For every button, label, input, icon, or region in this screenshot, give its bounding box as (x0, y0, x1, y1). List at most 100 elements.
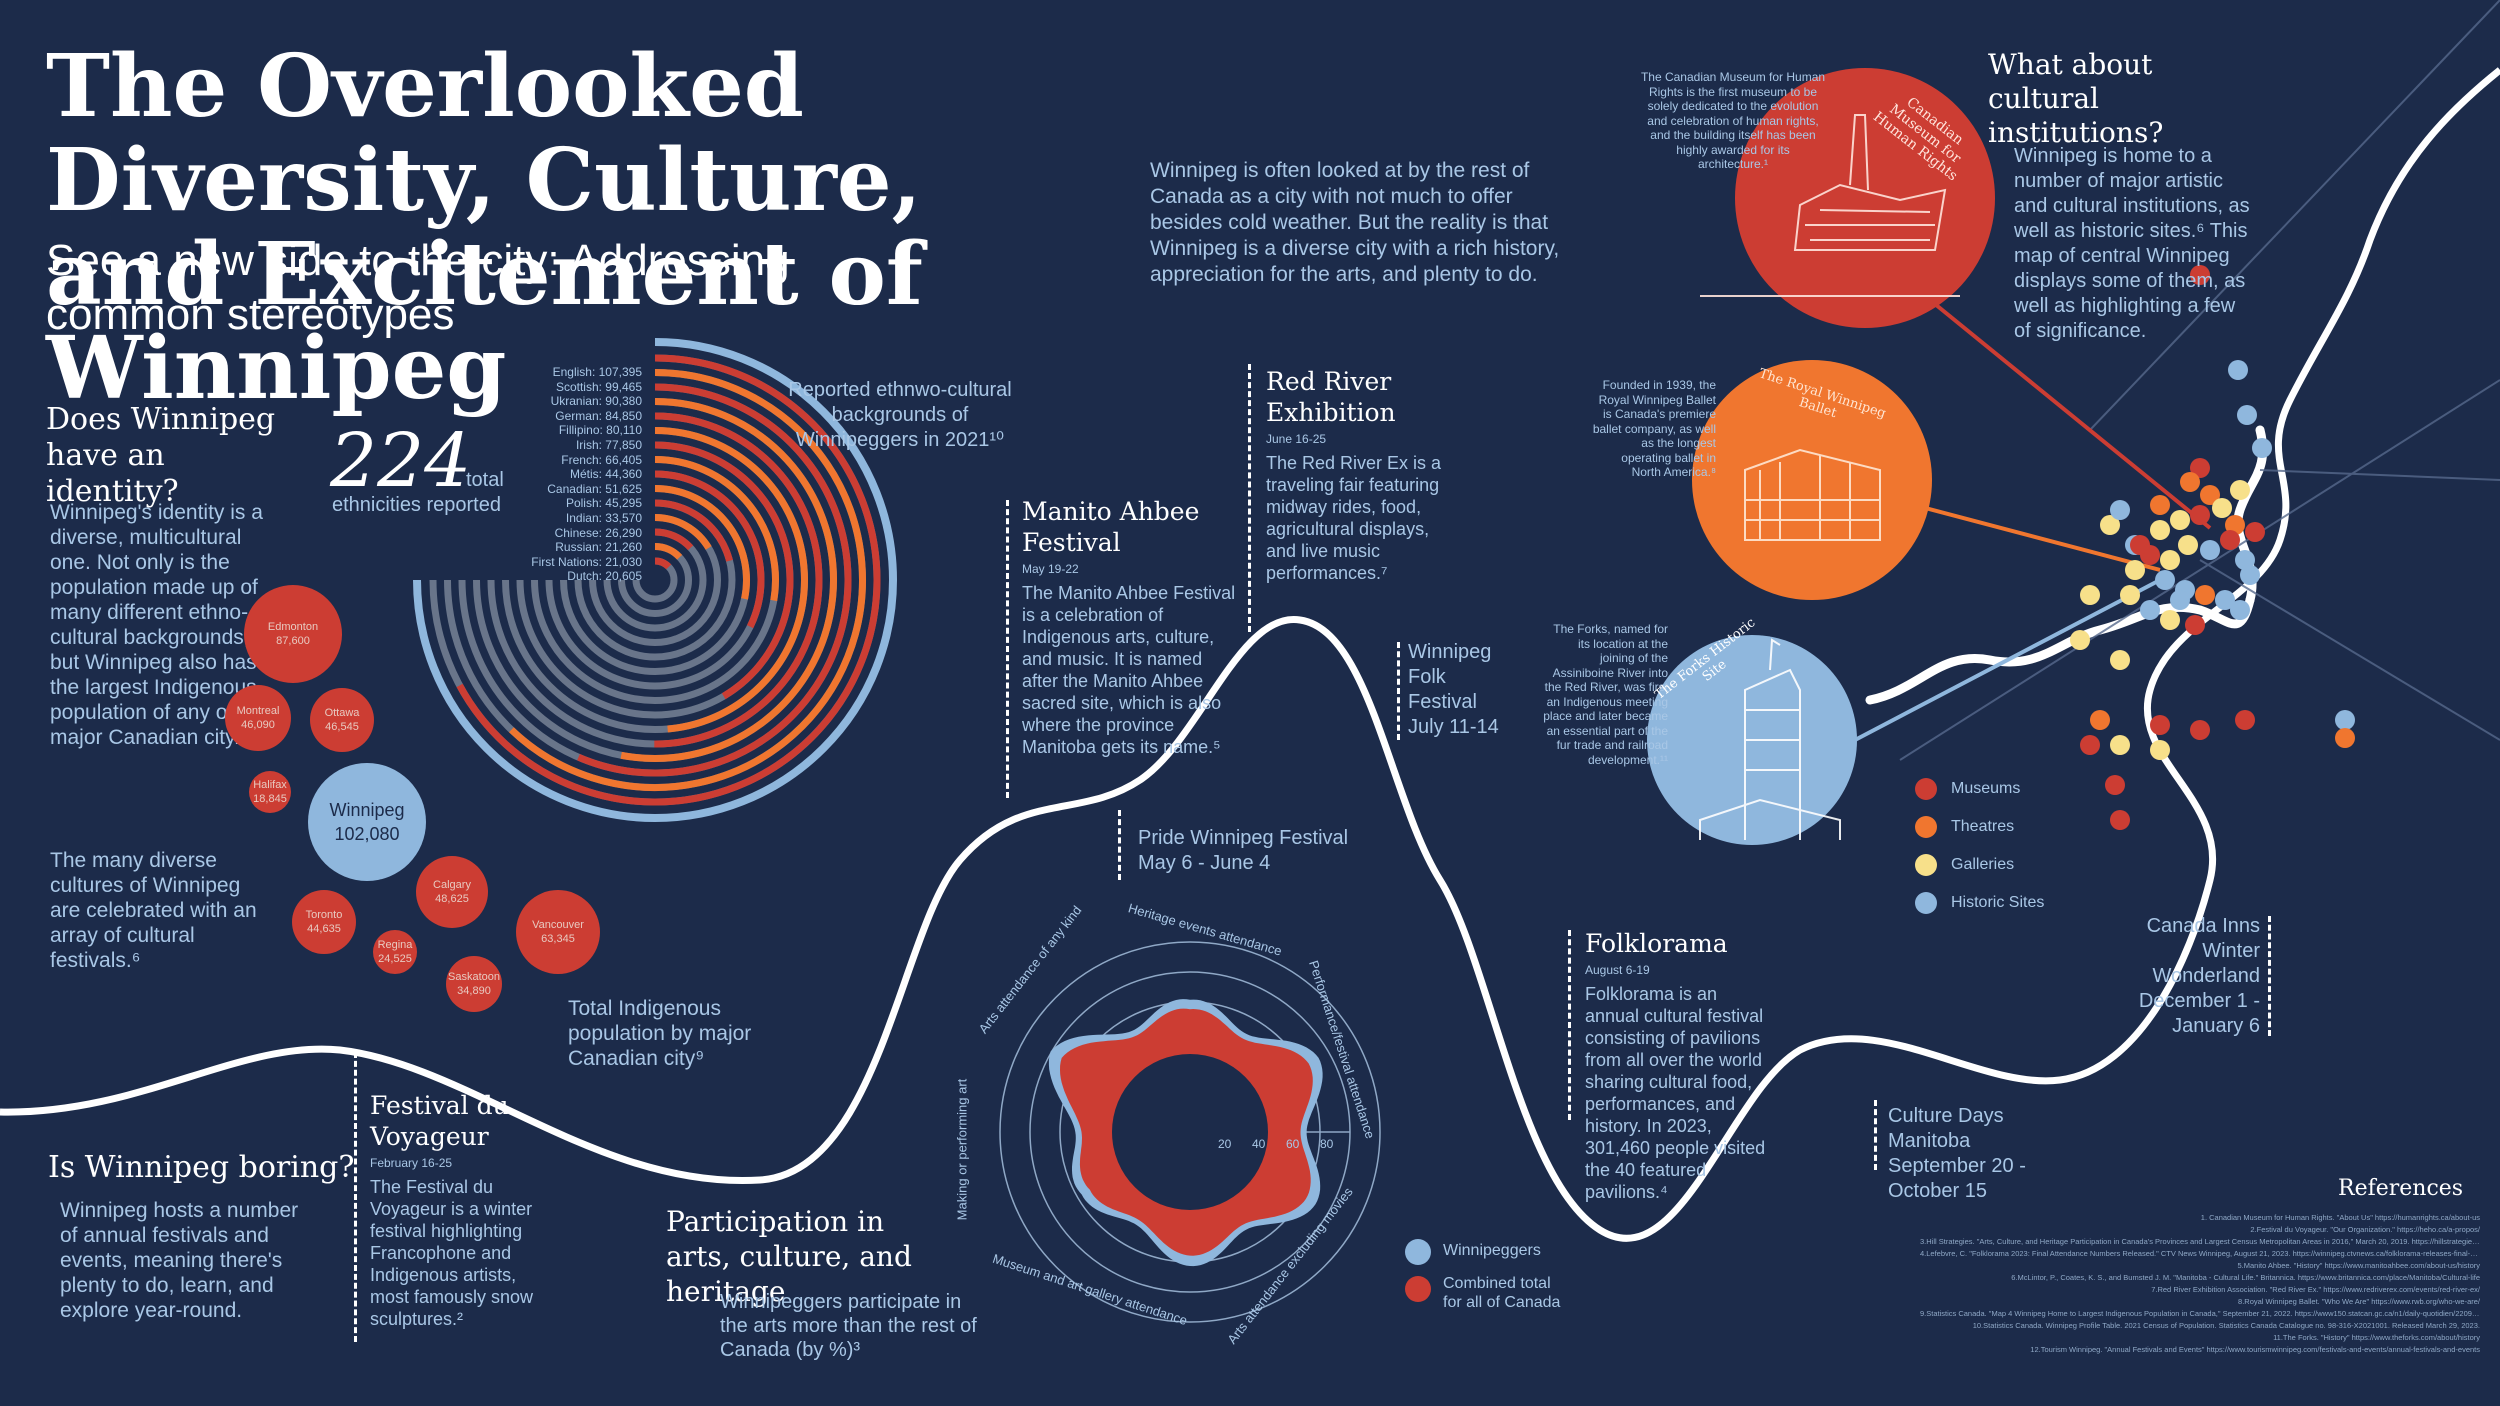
map-dot (2170, 590, 2190, 610)
bubble-city: Toronto (305, 909, 343, 921)
bubble-city: Montreal (236, 705, 280, 717)
ethno-label: First Nations: 21,030 (531, 554, 642, 569)
map-dot (2230, 480, 2250, 500)
ethno-bar (654, 412, 823, 748)
ballet-connector (1894, 498, 2161, 572)
bubble-halifax: Halifax 18,845 (249, 771, 291, 813)
map-dot (2120, 585, 2140, 605)
ballet-description: Founded in 1939, the Royal Winnipeg Ball… (1592, 378, 1716, 479)
ethno-bar (654, 543, 683, 560)
map-dot (2080, 735, 2100, 755)
bubble-regina: Regina 24,525 (373, 930, 417, 974)
event-voyageur: Festival du Voyageur February 16-25 The … (370, 1090, 560, 1330)
ethno-label: Indian: 33,570 (565, 510, 642, 525)
institutions-body: Winnipeg is home to a number of major ar… (2014, 145, 2250, 342)
radar-chart: 20 40 60 80 (999, 941, 1381, 1323)
legend-theatres: Theatres (1915, 816, 2014, 838)
event-manito-body: The Manito Ahbee Festival is a celebrati… (1022, 583, 1236, 757)
bubble-city: Ottawa (324, 707, 360, 719)
ethno-label: Fillipino: 80,110 (558, 423, 642, 438)
reference-item: 1. Canadian Museum for Human Rights. "Ab… (2200, 1213, 2480, 1222)
bubble-city: Saskatoon (448, 971, 500, 983)
bubble-value: 63,345 (541, 933, 575, 945)
map-dot (2125, 560, 2145, 580)
reference-item: 3.Hill Strategies. "Arts, Culture, and H… (1920, 1237, 2480, 1246)
event-redriver-date: June 16-25 (1266, 432, 1327, 446)
ethno-bar (654, 514, 712, 550)
map-dot (2080, 585, 2100, 605)
identity-body: Winnipeg's identity is a diverse, multic… (50, 501, 264, 749)
map-dot (2160, 610, 2180, 630)
boring-body: Winnipeg hosts a number of annual festiv… (60, 1199, 299, 1322)
event-canadainns-date: December 1 - January 6 (2138, 990, 2260, 1037)
bubble-saskatoon: Saskatoon 34,890 (446, 956, 502, 1012)
ethnicities-total-label: total (466, 469, 504, 491)
identity-heading: Does Winnipeg have an identity? (46, 402, 276, 509)
bubble-city: Halifax (253, 779, 287, 791)
theatres-dot (1915, 816, 1937, 838)
map-dot (2130, 535, 2150, 555)
map-dot (2110, 650, 2130, 670)
map-dot (2195, 585, 2215, 605)
bubble-value: 46,545 (325, 721, 359, 733)
map-dot (2070, 630, 2090, 650)
map-dot (2150, 495, 2170, 515)
legend-historic: Historic Sites (1915, 892, 2044, 914)
map-dot (2220, 530, 2240, 550)
event-folklorama-date: August 6-19 (1585, 963, 1650, 977)
bubble-edmonton: Edmonton 87,600 (244, 585, 342, 683)
event-manito: Manito Ahbee Festival May 19-22 The Mani… (1022, 496, 1237, 758)
ethno-outer-ring (413, 338, 897, 822)
legend-galleries-label: Galleries (1951, 856, 2015, 874)
event-voyageur-body: The Festival du Voyageur is a winter fes… (370, 1177, 534, 1329)
map-dot (2150, 740, 2170, 760)
reference-item: 6.McLintor, P., Coates, K. S., and Bumst… (2011, 1273, 2480, 1282)
page-subtitle: See a new side to the city: Addressing c… (46, 236, 790, 339)
map-dot (2190, 720, 2210, 740)
ethno-bar (654, 470, 765, 629)
museum-circle (1735, 68, 1995, 328)
reference-item: 2.Festival du Voyageur. "Our Organizatio… (2250, 1225, 2480, 1234)
bubble-montreal: Montreal 46,090 (225, 685, 291, 751)
museum-connector (1928, 298, 2212, 530)
map-dot (2212, 498, 2232, 518)
ethno-label: Chinese: 26,290 (554, 525, 642, 540)
legend-museums: Museums (1915, 778, 2020, 800)
map-dot (2110, 810, 2130, 830)
map-dot (2178, 535, 2198, 555)
museum-description: The Canadian Museum for Human Rights is … (1640, 70, 1826, 171)
map-dot (2160, 550, 2180, 570)
bubble-city: Vancouver (532, 919, 584, 931)
ballet-building-sketch (1744, 448, 1881, 541)
bubble-calgary: Calgary 48,625 (416, 856, 488, 928)
bubble-value: 87,600 (276, 635, 310, 647)
ethno-label: Métis: 44,360 (569, 467, 642, 482)
page-title: The Overlooked Diversity, Culture, and E… (46, 36, 923, 419)
ethnicities-count: 224 (330, 418, 472, 504)
forks-connector (1854, 578, 2161, 742)
bubble-ottawa: Ottawa 46,545 (310, 688, 374, 752)
map-dot (2235, 710, 2255, 730)
map-dot (2105, 775, 2125, 795)
museum-building-sketch (1700, 114, 1960, 297)
event-canadainns-title: Canada Inns Winter Wonderland (2146, 915, 2260, 987)
historic-dot (1915, 892, 1937, 914)
ethno-label: Canadian: 51,625 (547, 481, 642, 496)
legend-museums-label: Museums (1951, 780, 2021, 798)
ethno-bar (577, 383, 852, 777)
radar-tick: 60 (1286, 1137, 1300, 1151)
ethno-bar (620, 398, 837, 762)
ethno-label: English: 107,395 (552, 365, 642, 379)
reference-item: 5.Manito Ahbee. "History" https://www.ma… (2237, 1261, 2480, 1270)
participation-heading: Participation in arts, culture, and heri… (666, 1205, 912, 1308)
map-dot (2240, 565, 2260, 585)
event-folklorama: Folklorama August 6-19 Folklorama is an … (1585, 928, 1775, 1203)
reference-item: 12.Tourism Winnipeg. "Annual Festivals a… (2030, 1345, 2480, 1354)
timeline-wave (0, 67, 2500, 1242)
radar-center (1112, 1054, 1268, 1210)
museums-dot (1915, 778, 1937, 800)
forks-description: The Forks, named for its location at the… (1543, 622, 1668, 767)
bubble-city: Calgary (433, 879, 471, 891)
ethno-bar (654, 456, 779, 602)
